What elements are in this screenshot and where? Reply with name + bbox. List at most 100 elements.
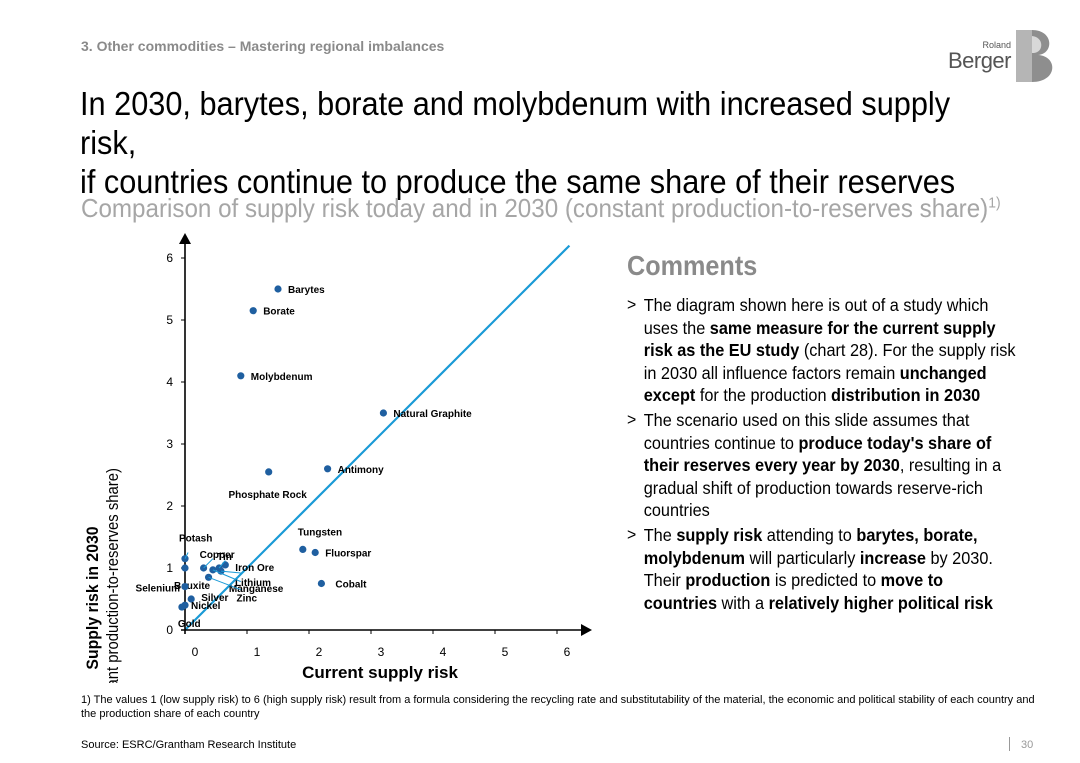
- data-point-label: Manganese: [229, 584, 284, 595]
- page-divider: [1009, 737, 1010, 751]
- comment-text: attending to: [762, 524, 857, 545]
- comment-text: for the production: [695, 385, 832, 406]
- title-line-1: In 2030, barytes, borate and molybdenum …: [80, 85, 951, 161]
- data-point-label: Molybdenum: [251, 372, 313, 383]
- logo-b-icon: [1016, 30, 1053, 82]
- x-tick-label: 3: [378, 645, 385, 659]
- label-leader-line: [220, 570, 241, 574]
- logo-text-small: Roland: [982, 40, 1011, 50]
- data-point-label: Silver: [201, 593, 228, 604]
- comment-text: The diagram shown here is out of a study…: [643, 295, 989, 338]
- reference-diagonal-line: [184, 244, 571, 631]
- data-point: [237, 372, 245, 380]
- comment-text: produce today's share of their reserves …: [643, 432, 992, 476]
- data-point: [221, 561, 229, 569]
- comments-list: The diagram shown here is out of a study…: [627, 294, 1027, 614]
- scatter-chart: 0 1 2 3 4 5 6 0 1 2 3 4 5 6 Barytes Borate Molybdenum Nat…: [84, 233, 592, 683]
- data-point: [311, 548, 319, 557]
- data-point-label: Fluorspar: [325, 549, 371, 560]
- data-point: [379, 409, 387, 417]
- data-point-label: Bauxite: [174, 581, 211, 592]
- data-point-label: Iron Ore: [235, 563, 274, 574]
- label-leader-line: [212, 569, 241, 583]
- source-note: Source: ESRC/Grantham Research Institute: [81, 739, 297, 751]
- comment-text: , resulting in a gradual shift of produc…: [643, 455, 1002, 521]
- data-point-label: Tungsten: [298, 527, 342, 538]
- y-tick-label: 5: [166, 313, 173, 327]
- comment-text: barytes, borate, molybdenum: [643, 524, 978, 568]
- label-leader-line: [208, 576, 241, 591]
- comment-text: relatively higher political risk: [768, 592, 993, 613]
- data-point-label: Borate: [263, 307, 295, 318]
- y-tick-label: 1: [166, 561, 173, 575]
- comment-item: The supply risk attending to barytes, bo…: [627, 524, 1018, 614]
- y-axis-arrow: [179, 233, 191, 244]
- y-tick-label: 6: [166, 251, 173, 265]
- comment-text: The scenario used on this slide assumes …: [643, 409, 970, 453]
- title-line-2: if countries continue to produce the sam…: [80, 163, 956, 200]
- logo-text-big: Berger: [947, 48, 1012, 73]
- subtitle-text: Comparison of supply risk today and in 2…: [81, 193, 989, 223]
- section-label: 3. Other commodities – Mastering regiona…: [81, 38, 445, 54]
- page-number: 30: [1021, 739, 1034, 751]
- comment-item: The scenario used on this slide assumes …: [627, 409, 1018, 522]
- data-point-label: Zinc: [237, 593, 258, 604]
- comments-panel: Comments The diagram shown here is out o…: [627, 250, 1027, 616]
- x-tick-label: 0: [192, 645, 199, 659]
- x-tick-label: 2: [316, 645, 323, 659]
- y-axis-sublabel: (constant production-to-reserves share): [104, 468, 122, 683]
- data-point-label: Barytes: [288, 285, 325, 296]
- data-point: [274, 285, 282, 293]
- label-leader-line: [203, 558, 214, 569]
- comment-text: will particularly: [745, 547, 860, 568]
- y-tick-label: 2: [166, 499, 173, 513]
- data-point-label: Copper: [200, 550, 235, 561]
- data-point: [249, 307, 257, 315]
- data-point: [181, 564, 189, 572]
- data-point: [178, 603, 186, 611]
- footnote: 1) The values 1 (low supply risk) to 6 (…: [81, 694, 1035, 720]
- data-point-label: Phosphate Rock: [229, 490, 308, 501]
- x-axis-arrow: [581, 624, 592, 636]
- chart-subtitle: Comparison of supply risk today and in 2…: [81, 193, 1001, 224]
- comment-text: move to countries: [643, 570, 944, 613]
- x-tick-label: 4: [440, 645, 447, 659]
- y-tick-label: 0: [166, 623, 173, 637]
- data-point-label: Nickel: [191, 601, 221, 612]
- data-point-label: Cobalt: [335, 580, 367, 591]
- data-point: [324, 465, 332, 473]
- comments-heading: Comments: [627, 250, 758, 281]
- comment-text: increase: [859, 547, 926, 568]
- x-tick-label: 6: [564, 645, 571, 659]
- comment-text: with a: [717, 592, 769, 613]
- data-point: [181, 583, 189, 591]
- comment-text: The: [643, 524, 677, 545]
- comment-text: supply risk: [676, 524, 763, 545]
- data-point: [317, 579, 325, 588]
- x-tick-label: 5: [502, 645, 509, 659]
- y-axis-label: Supply risk in 2030: [84, 526, 103, 669]
- y-tick-label: 4: [166, 375, 173, 389]
- roland-berger-logo: Roland Berger: [940, 28, 1060, 84]
- x-tick-label: 1: [254, 645, 261, 659]
- data-point: [187, 595, 195, 603]
- data-point-label: Potash: [179, 534, 212, 545]
- data-point-label: Natural Graphite: [393, 409, 472, 420]
- y-tick-label: 3: [166, 437, 173, 451]
- comment-text: (chart 28). For the supply risk in 2030 …: [643, 340, 1016, 383]
- comment-text: same measure for the current supply risk…: [643, 317, 996, 361]
- page-title: In 2030, barytes, borate and molybdenum …: [80, 84, 973, 201]
- x-axis-label: Current supply risk: [302, 663, 458, 682]
- data-point-label: Lithium: [235, 578, 271, 589]
- data-point-label: Selenium: [136, 584, 181, 595]
- subtitle-footnote-ref: 1): [988, 194, 1001, 212]
- comment-text: production: [685, 570, 771, 591]
- comment-text: distribution in 2030: [831, 385, 981, 406]
- comment-text: is predicted to: [770, 570, 881, 591]
- data-point: [299, 545, 307, 553]
- data-point-label: Tin: [217, 552, 232, 563]
- comment-text: unchanged except: [643, 362, 987, 406]
- data-point-label: Antimony: [338, 465, 385, 476]
- label-leader-line: [184, 552, 189, 559]
- comment-text: by 2030. Their: [643, 547, 993, 591]
